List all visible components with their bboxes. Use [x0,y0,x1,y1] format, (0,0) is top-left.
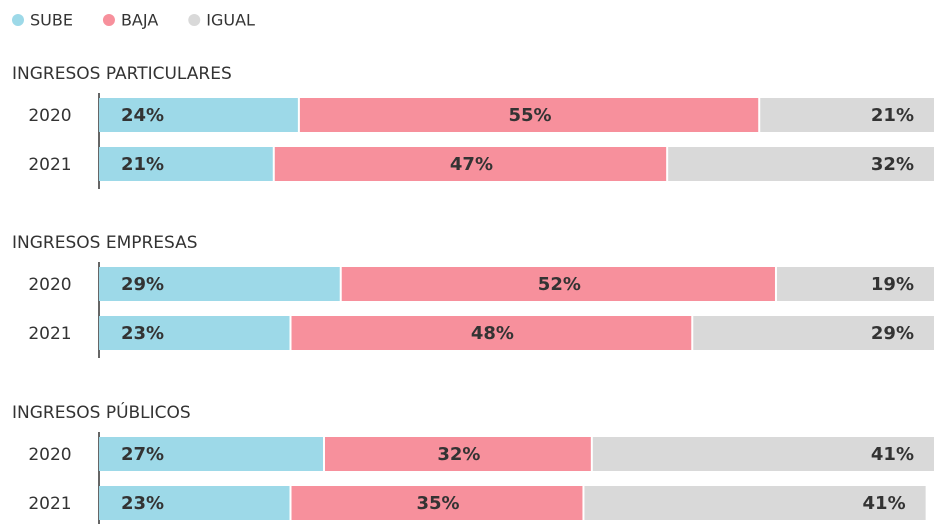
y-tick-label: 2020 [28,106,71,126]
bar-segment [291,316,692,350]
bar-segment [291,486,583,520]
legend-label: IGUAL [206,11,255,30]
value-label: 21% [121,154,164,175]
value-label: 32% [871,154,914,175]
y-tick-label: 2021 [28,494,71,514]
value-label: 29% [871,323,914,344]
value-label: 29% [121,274,164,295]
value-label: 21% [871,105,914,126]
chart-title: INGRESOS PÚBLICOS [12,401,191,423]
bar-segment [99,316,290,350]
y-tick-label: 2020 [28,445,71,465]
legend-label: SUBE [30,11,73,30]
value-label: 47% [450,154,493,175]
chart-title: INGRESOS PARTICULARES [12,64,232,84]
bar-segment [584,486,926,520]
value-label: 23% [121,323,164,344]
value-label: 23% [121,493,164,514]
bar-segment [274,147,667,181]
bar-segment [99,437,323,471]
legend-swatch [12,14,24,26]
y-tick-label: 2021 [28,324,71,344]
value-label: 41% [863,493,906,514]
bar-segment [324,437,591,471]
value-label: 48% [471,323,514,344]
bar-segment [99,147,273,181]
value-label: 55% [509,105,552,126]
legend-swatch [188,14,201,26]
y-tick-label: 2021 [28,155,71,175]
bar-segment [99,267,340,301]
value-label: 52% [538,274,581,295]
legend-swatch [102,14,115,26]
legend-label: BAJA [121,11,158,30]
value-label: 24% [121,105,164,126]
bar-segment [99,486,290,520]
y-tick-label: 2020 [28,275,71,295]
chart-title: INGRESOS EMPRESAS [12,233,198,253]
value-label: 27% [121,444,164,465]
bar-segment [760,98,934,132]
bar-segment [776,267,934,301]
bar-segment [592,437,934,471]
bar-segment [693,316,934,350]
value-label: 41% [871,444,914,465]
value-label: 19% [871,274,914,295]
bar-segment [99,98,298,132]
value-label: 32% [437,444,480,465]
bar-segment [668,147,934,181]
value-label: 35% [416,493,459,514]
bar-segment [341,267,775,301]
bar-segment [299,98,759,132]
